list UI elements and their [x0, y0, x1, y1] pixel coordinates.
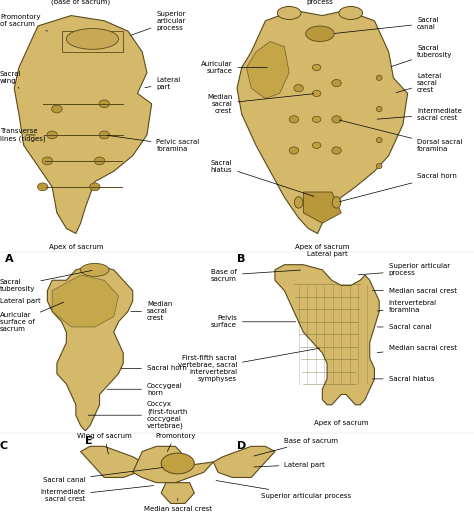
Text: Wing of sacrum: Wing of sacrum	[77, 432, 132, 454]
Polygon shape	[52, 275, 118, 327]
Ellipse shape	[277, 7, 301, 20]
Text: Median sacral crest: Median sacral crest	[377, 345, 456, 352]
Ellipse shape	[332, 147, 341, 154]
Text: Median
sacral
crest: Median sacral crest	[131, 302, 173, 321]
Ellipse shape	[376, 138, 382, 143]
Polygon shape	[246, 42, 289, 99]
Text: Auricular
surface of
sacrum: Auricular surface of sacrum	[0, 302, 64, 332]
Text: Sacral hiatus: Sacral hiatus	[373, 376, 434, 382]
Ellipse shape	[94, 157, 105, 165]
Text: Auricular
surface: Auricular surface	[201, 61, 267, 74]
Text: Superior
articular
process: Superior articular process	[131, 11, 186, 35]
Ellipse shape	[99, 131, 109, 139]
Text: Sacral
canal: Sacral canal	[335, 17, 439, 33]
Ellipse shape	[376, 75, 382, 80]
Text: Sacral
hiatus: Sacral hiatus	[210, 159, 314, 196]
Text: Median
sacral
crest: Median sacral crest	[207, 94, 314, 114]
Text: Intermediate
sacral crest: Intermediate sacral crest	[40, 486, 154, 502]
Polygon shape	[133, 446, 213, 483]
Ellipse shape	[52, 105, 62, 113]
Text: Lateral
sacral
crest: Lateral sacral crest	[396, 73, 441, 93]
Text: Coccyx
(first-fourth
coccygeal
vertebrae): Coccyx (first-fourth coccygeal vertebrae…	[88, 401, 187, 429]
Polygon shape	[47, 265, 133, 431]
Ellipse shape	[289, 116, 299, 123]
Text: Pelvis
surface: Pelvis surface	[211, 315, 296, 329]
Text: Superior articular
process: Superior articular process	[358, 263, 450, 277]
Ellipse shape	[47, 131, 57, 139]
Polygon shape	[275, 265, 379, 405]
Ellipse shape	[332, 116, 341, 123]
Ellipse shape	[42, 157, 53, 165]
Text: Apex of sacrum: Apex of sacrum	[295, 244, 349, 250]
Polygon shape	[14, 16, 152, 234]
Ellipse shape	[90, 183, 100, 190]
Text: B: B	[237, 254, 246, 264]
Text: D: D	[237, 441, 246, 451]
Text: Intermediate
sacral crest: Intermediate sacral crest	[377, 107, 462, 121]
Ellipse shape	[294, 85, 303, 92]
Text: Sacral canal: Sacral canal	[377, 324, 431, 330]
Text: Apex of sacrum: Apex of sacrum	[314, 420, 368, 427]
Text: Sacral horn: Sacral horn	[339, 173, 457, 202]
Text: Dorsal sacral
foramina: Dorsal sacral foramina	[339, 120, 463, 152]
Text: Lateral part: Lateral part	[254, 461, 325, 468]
Ellipse shape	[332, 197, 341, 208]
Ellipse shape	[312, 64, 321, 71]
Ellipse shape	[376, 106, 382, 112]
Ellipse shape	[66, 29, 118, 49]
Text: C: C	[0, 441, 8, 451]
Polygon shape	[237, 10, 408, 234]
Ellipse shape	[289, 147, 299, 154]
Text: Superior
terminal surface
(base of sacrum): Superior terminal surface (base of sacru…	[51, 0, 110, 5]
Text: Sacral horn: Sacral horn	[121, 365, 187, 372]
Text: Intervertebral
foramina: Intervertebral foramina	[377, 299, 437, 313]
Text: Lateral part: Lateral part	[0, 298, 41, 304]
Ellipse shape	[81, 263, 109, 276]
Text: Coccygeal
horn: Coccygeal horn	[107, 383, 182, 396]
Text: Promontory: Promontory	[155, 432, 196, 452]
Ellipse shape	[306, 26, 334, 42]
Ellipse shape	[294, 197, 303, 208]
Text: Promontory
of sacrum: Promontory of sacrum	[0, 14, 47, 31]
Text: Lateral
part: Lateral part	[145, 76, 181, 90]
Ellipse shape	[332, 79, 341, 87]
Text: A: A	[5, 254, 13, 264]
Text: Sacral
tuberosity: Sacral tuberosity	[0, 270, 92, 292]
Text: Superior articular process: Superior articular process	[216, 481, 351, 499]
Text: Transverse
lines (ridges): Transverse lines (ridges)	[0, 128, 46, 142]
Polygon shape	[303, 192, 341, 223]
Ellipse shape	[339, 7, 363, 20]
Text: Pelvic sacral
foramina: Pelvic sacral foramina	[107, 135, 200, 152]
Ellipse shape	[376, 163, 382, 169]
Text: Sacral canal: Sacral canal	[43, 468, 163, 483]
Ellipse shape	[37, 183, 48, 190]
Text: Apex of sacrum: Apex of sacrum	[49, 244, 103, 250]
Text: Median sacral crest: Median sacral crest	[373, 288, 456, 294]
Text: Superior articular
process: Superior articular process	[290, 0, 350, 5]
Text: First-fifth sacral
vertebrae, sacral
intervertebral
symphyses: First-fifth sacral vertebrae, sacral int…	[178, 348, 319, 382]
Ellipse shape	[161, 453, 194, 474]
Ellipse shape	[312, 116, 321, 122]
Polygon shape	[62, 31, 123, 52]
Polygon shape	[213, 446, 275, 477]
Ellipse shape	[312, 142, 321, 148]
Ellipse shape	[99, 100, 109, 107]
Text: Base of
sacrum: Base of sacrum	[211, 268, 301, 282]
Polygon shape	[81, 446, 142, 477]
Text: Base of sacrum: Base of sacrum	[254, 438, 338, 456]
Ellipse shape	[312, 90, 321, 97]
Text: Median sacral crest: Median sacral crest	[144, 498, 212, 512]
Text: Sacral
wing: Sacral wing	[0, 71, 22, 88]
Text: Sacral
tuberosity: Sacral tuberosity	[392, 45, 453, 66]
Text: E: E	[85, 436, 93, 446]
Text: Lateral part: Lateral part	[307, 251, 347, 257]
Polygon shape	[161, 483, 194, 503]
